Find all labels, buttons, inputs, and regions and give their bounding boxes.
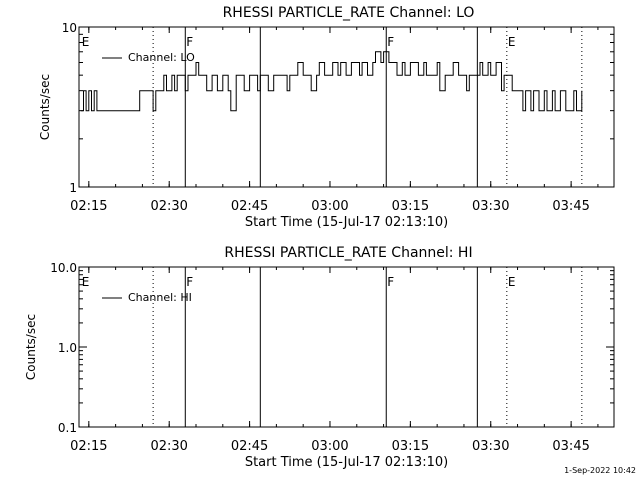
x-tick-label: 02:30 <box>150 199 187 214</box>
panel-lo: RHESSI PARTICLE_RATE Channel: LO Start T… <box>38 5 615 230</box>
y-tick-label: 0.1 <box>58 421 77 435</box>
x-tick-label: 03:00 <box>311 199 348 214</box>
x-axis-label-hi: Start Time (15-Jul-17 02:13:10) <box>245 455 448 470</box>
x-tick-label: 02:15 <box>70 199 107 214</box>
x-tick-label: 02:15 <box>70 439 107 454</box>
marker-label: F <box>387 35 394 49</box>
legend-entry-lo: Channel: LO <box>128 51 195 64</box>
marker-label: F <box>186 35 193 49</box>
y-tick-label: 10 <box>62 21 77 35</box>
x-tick-label: 02:45 <box>231 199 268 214</box>
marker-label: E <box>82 35 90 49</box>
marker-label: E <box>508 35 516 49</box>
x-tick-label: 03:30 <box>472 199 509 214</box>
x-tick-label: 03:30 <box>472 439 509 454</box>
marker-label: F <box>387 275 394 289</box>
y-axis-label-lo: Counts/sec <box>38 74 52 140</box>
chart-title-hi: RHESSI PARTICLE_RATE Channel: HI <box>224 245 472 261</box>
x-tick-label: 03:15 <box>392 199 429 214</box>
panel-hi: RHESSI PARTICLE_RATE Channel: HI Start T… <box>24 245 615 470</box>
plot-frame <box>78 26 615 188</box>
x-tick-label: 03:45 <box>552 439 589 454</box>
marker-label: F <box>186 275 193 289</box>
y-axis-label-hi: Counts/sec <box>24 314 38 380</box>
y-tick-label: 10.0 <box>50 261 77 275</box>
x-tick-label: 03:15 <box>392 439 429 454</box>
chart-title-lo: RHESSI PARTICLE_RATE Channel: LO <box>223 5 475 21</box>
x-tick-label: 02:30 <box>150 439 187 454</box>
y-tick-label: 1 <box>69 181 77 195</box>
x-tick-label: 02:45 <box>231 439 268 454</box>
marker-label: E <box>508 275 516 289</box>
x-tick-label: 03:45 <box>552 199 589 214</box>
legend-entry-hi: Channel: HI <box>128 291 192 304</box>
x-tick-label: 03:00 <box>311 439 348 454</box>
series-line <box>80 51 583 112</box>
footer-timestamp: 1-Sep-2022 10:42 <box>564 466 636 475</box>
x-axis-label-lo: Start Time (15-Jul-17 02:13:10) <box>245 215 448 230</box>
y-tick-label: 1.0 <box>58 341 77 355</box>
marker-label: E <box>82 275 90 289</box>
